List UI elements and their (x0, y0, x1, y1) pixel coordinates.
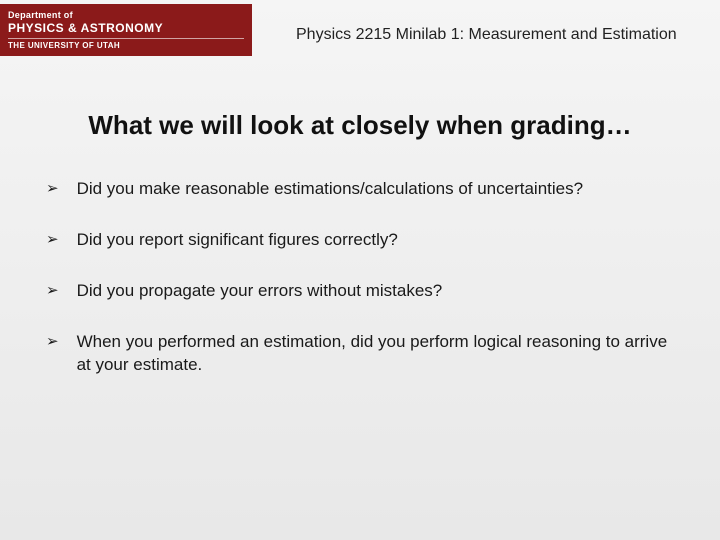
department-label: Department of (8, 10, 244, 20)
department-name: PHYSICS & ASTRONOMY (8, 21, 244, 35)
page-heading: What we will look at closely when gradin… (0, 110, 720, 141)
bullet-icon: ➢ (46, 230, 59, 250)
bullet-list: ➢ Did you make reasonable estimations/ca… (46, 178, 680, 405)
department-header: Department of PHYSICS & ASTRONOMY THE UN… (0, 4, 252, 56)
list-item: ➢ Did you make reasonable estimations/ca… (46, 178, 680, 201)
bullet-icon: ➢ (46, 281, 59, 301)
list-item: ➢ When you performed an estimation, did … (46, 331, 680, 377)
university-name: THE UNIVERSITY OF UTAH (8, 41, 244, 50)
bullet-icon: ➢ (46, 179, 59, 199)
course-title: Physics 2215 Minilab 1: Measurement and … (296, 26, 677, 44)
bullet-text: Did you report significant figures corre… (77, 229, 680, 252)
header-divider (8, 38, 244, 39)
list-item: ➢ Did you propagate your errors without … (46, 280, 680, 303)
bullet-text: Did you propagate your errors without mi… (77, 280, 680, 303)
list-item: ➢ Did you report significant figures cor… (46, 229, 680, 252)
bullet-text: Did you make reasonable estimations/calc… (77, 178, 680, 201)
bullet-text: When you performed an estimation, did yo… (77, 331, 680, 377)
bullet-icon: ➢ (46, 332, 59, 352)
